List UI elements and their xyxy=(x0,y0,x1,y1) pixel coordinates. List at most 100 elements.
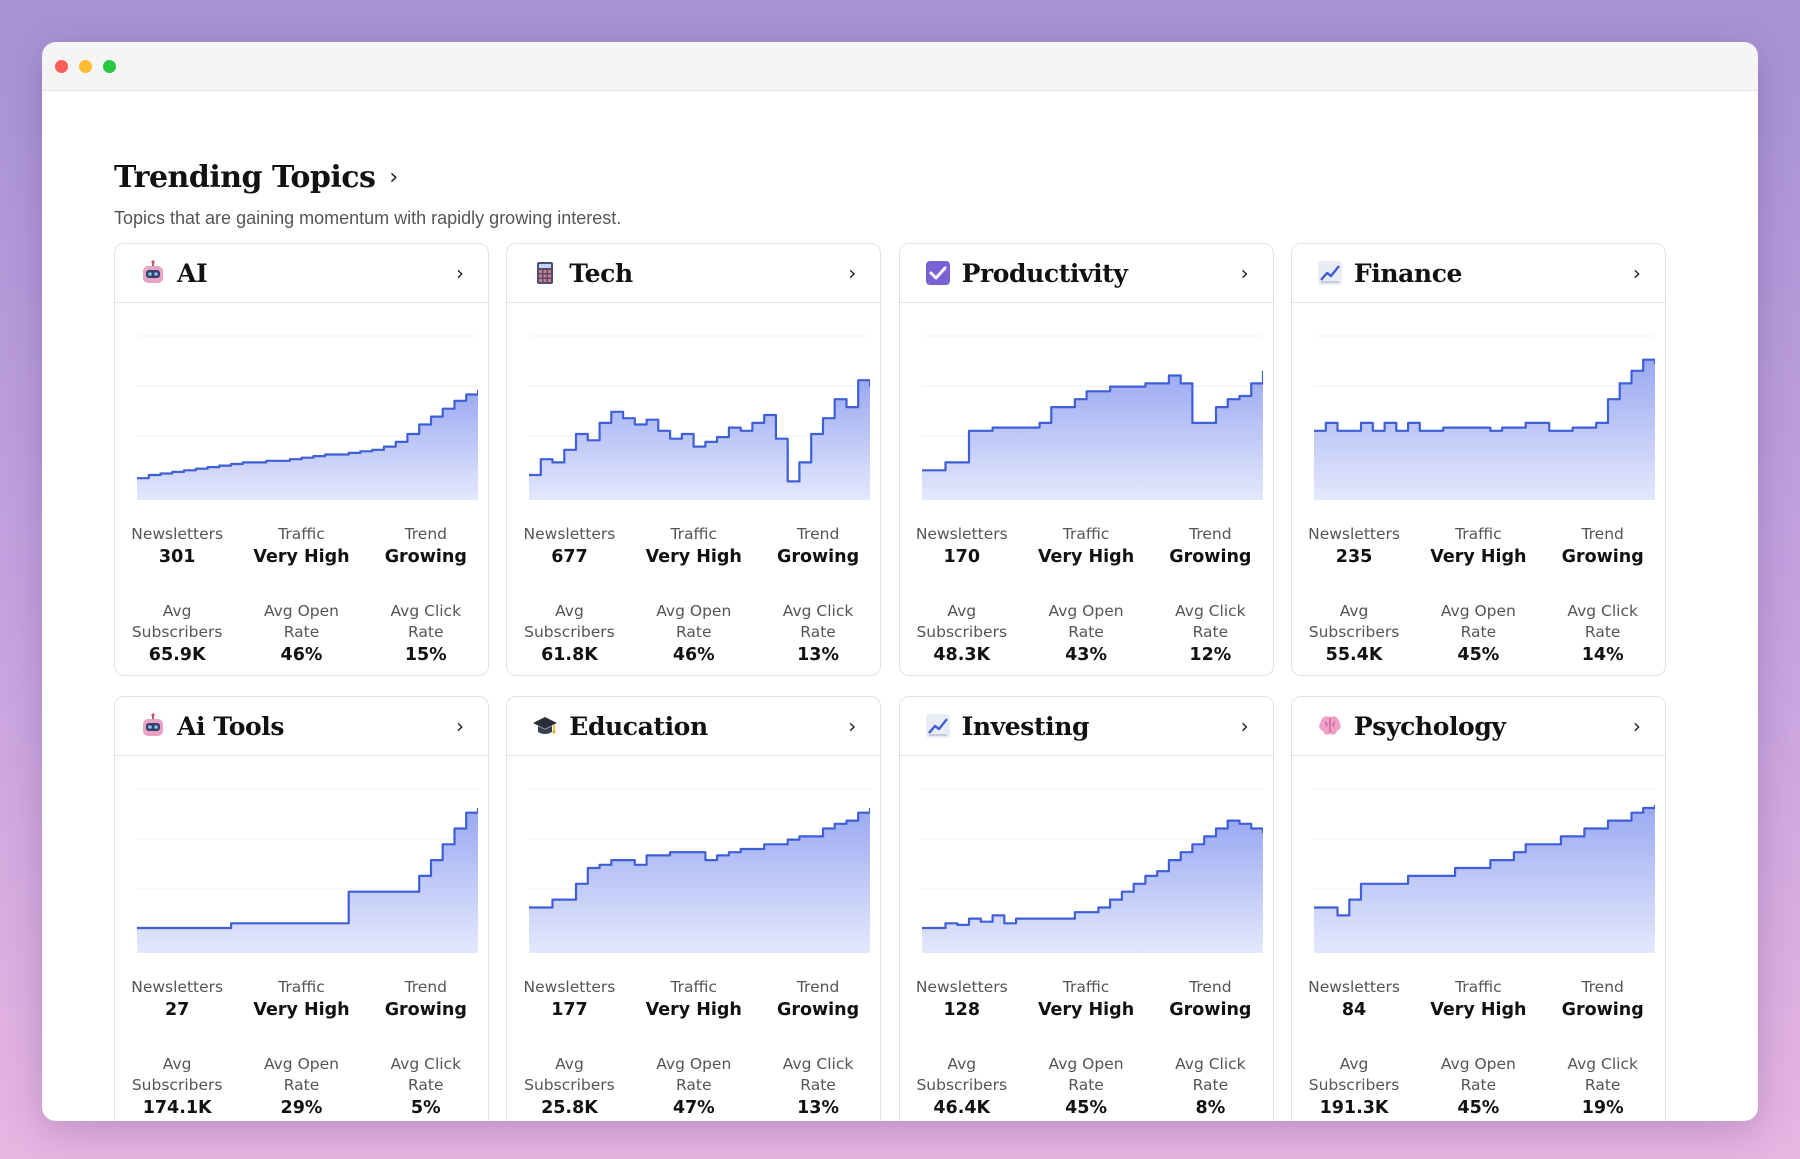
trend-value: Growing xyxy=(1561,1000,1644,1020)
topic-card-ai-tools[interactable]: Ai Tools › Newsletters 27 Traffic Very H… xyxy=(114,696,489,1121)
chevron-right-icon[interactable]: › xyxy=(1240,261,1249,285)
topic-card-header[interactable]: Finance › xyxy=(1291,244,1665,303)
chevron-right-icon[interactable]: › xyxy=(1632,261,1641,285)
chevron-right-icon[interactable]: › xyxy=(848,261,857,285)
topic-card-productivity[interactable]: Productivity › Newsletters 170 Traffic V… xyxy=(898,243,1274,676)
avg-subscribers-value: 65.9K xyxy=(148,645,206,665)
topic-card-header[interactable]: Productivity › xyxy=(899,244,1273,303)
newsletters-value: 301 xyxy=(158,547,196,567)
topic-card-header[interactable]: AI › xyxy=(115,244,488,303)
chart-up-icon xyxy=(924,712,952,740)
traffic-stat: Traffic Very High xyxy=(632,977,756,1020)
newsletters-label: Newsletters xyxy=(523,978,616,996)
avg-open-rate-label: Avg Open Rate xyxy=(1048,1055,1124,1094)
traffic-value: Very High xyxy=(1430,1000,1527,1020)
close-window-button[interactable] xyxy=(55,60,68,73)
avg-click-rate-stat: Avg Click Rate 8% xyxy=(1148,1054,1272,1118)
newsletters-stat: Newsletters 677 xyxy=(507,524,631,567)
avg-click-rate-label: Avg Click Rate xyxy=(1175,602,1246,641)
robot-icon xyxy=(139,259,167,287)
topic-title: AI xyxy=(177,258,208,288)
topic-card-education[interactable]: Education › Newsletters 177 Traffic Very… xyxy=(506,696,882,1121)
topic-card-ai[interactable]: AI › Newsletters 301 Traffic Very High T… xyxy=(114,243,489,676)
chart-series-line xyxy=(529,379,871,483)
avg-click-rate-stat: Avg Click Rate 15% xyxy=(364,601,488,665)
avg-click-rate-value: 15% xyxy=(404,645,447,665)
topic-card-header[interactable]: Psychology › xyxy=(1291,697,1665,756)
trend-chart-svg xyxy=(1313,335,1655,500)
traffic-label: Traffic xyxy=(670,525,718,543)
newsletters-value: 84 xyxy=(1341,1000,1367,1020)
chevron-right-icon[interactable]: › xyxy=(1240,714,1249,738)
topic-title: Education xyxy=(569,711,708,741)
newsletters-value: 677 xyxy=(551,547,588,567)
avg-click-rate-label: Avg Click Rate xyxy=(782,602,854,641)
newsletters-label: Newsletters xyxy=(915,525,1008,543)
trend-label: Trend xyxy=(1581,525,1624,543)
avg-subscribers-value: 61.8K xyxy=(541,645,598,665)
avg-open-rate-label: Avg Open Rate xyxy=(1440,602,1516,641)
trend-stat: Trend Growing xyxy=(1148,977,1272,1020)
avg-click-rate-stat: Avg Click Rate 19% xyxy=(1541,1054,1665,1118)
chart-area xyxy=(529,808,871,953)
trend-value: Growing xyxy=(776,1000,860,1020)
traffic-value: Very High xyxy=(253,1000,350,1020)
traffic-label: Traffic xyxy=(1062,978,1110,996)
topic-card-header[interactable]: Investing › xyxy=(899,697,1273,756)
trend-label: Trend xyxy=(1189,525,1232,543)
avg-click-rate-value: 8% xyxy=(1195,1098,1226,1118)
trend-value: Growing xyxy=(384,547,467,567)
avg-open-rate-value: 29% xyxy=(280,1098,323,1118)
traffic-stat: Traffic Very High xyxy=(1416,977,1540,1020)
page-title: Trending Topics xyxy=(114,160,376,195)
traffic-label: Traffic xyxy=(278,978,325,996)
topic-trend-chart xyxy=(1313,777,1655,953)
avg-click-rate-value: 19% xyxy=(1581,1098,1624,1118)
chevron-right-icon[interactable]: › xyxy=(1632,714,1641,738)
avg-click-rate-value: 5% xyxy=(410,1098,441,1118)
trending-topics-heading[interactable]: Trending Topics › xyxy=(114,160,398,195)
trend-chart-svg xyxy=(921,335,1263,500)
chart-series-line xyxy=(1313,804,1655,917)
avg-subscribers-value: 55.4K xyxy=(1325,645,1383,665)
topic-card-finance[interactable]: Finance › Newsletters 235 Traffic Very H… xyxy=(1290,243,1666,676)
avg-click-rate-label: Avg Click Rate xyxy=(390,602,462,641)
minimize-window-button[interactable] xyxy=(79,60,92,73)
trend-chart-svg xyxy=(137,335,478,500)
avg-click-rate-value: 14% xyxy=(1581,645,1624,665)
chevron-right-icon[interactable]: › xyxy=(848,714,857,738)
topic-card-tech[interactable]: Tech › Newsletters 677 Traffic Very High… xyxy=(506,243,882,676)
chart-area xyxy=(1313,804,1655,953)
avg-open-rate-stat: Avg Open Rate 45% xyxy=(1416,601,1540,665)
avg-click-rate-label: Avg Click Rate xyxy=(390,1055,462,1094)
avg-click-rate-stat: Avg Click Rate 14% xyxy=(1541,601,1665,665)
topic-card-header[interactable]: Tech › xyxy=(507,244,881,303)
traffic-label: Traffic xyxy=(278,525,325,543)
topic-stats: Newsletters 235 Traffic Very High Trend … xyxy=(1292,524,1665,665)
trend-label: Trend xyxy=(1189,978,1232,996)
chevron-right-icon[interactable]: › xyxy=(456,261,464,285)
avg-click-rate-label: Avg Click Rate xyxy=(1567,1055,1638,1094)
avg-click-rate-stat: Avg Click Rate 12% xyxy=(1148,601,1272,665)
avg-open-rate-stat: Avg Open Rate 45% xyxy=(1416,1054,1540,1118)
topic-card-header[interactable]: Education › xyxy=(507,697,881,756)
topic-card-psychology[interactable]: Psychology › Newsletters 84 Traffic Very… xyxy=(1290,696,1666,1121)
topic-stats: Newsletters 177 Traffic Very High Trend … xyxy=(507,977,880,1118)
topic-stats: Newsletters 84 Traffic Very High Trend G… xyxy=(1292,977,1665,1118)
avg-subscribers-label: Avg Subscribers xyxy=(1308,602,1400,641)
topic-card-investing[interactable]: Investing › Newsletters 128 Traffic Very… xyxy=(898,696,1274,1121)
maximize-window-button[interactable] xyxy=(103,60,116,73)
topic-title: Psychology xyxy=(1353,711,1506,741)
trend-stat: Trend Growing xyxy=(364,977,488,1020)
chevron-right-icon[interactable]: › xyxy=(456,714,464,738)
trend-chart-svg xyxy=(529,335,871,500)
traffic-value: Very High xyxy=(1037,547,1135,567)
avg-click-rate-label: Avg Click Rate xyxy=(1175,1055,1246,1094)
traffic-stat: Traffic Very High xyxy=(632,524,756,567)
chevron-right-icon: › xyxy=(389,165,398,190)
window-titlebar xyxy=(42,42,1758,91)
newsletters-value: 170 xyxy=(943,547,981,567)
avg-open-rate-label: Avg Open Rate xyxy=(263,1055,339,1094)
chart-up-icon xyxy=(1316,259,1344,287)
topic-card-header[interactable]: Ai Tools › xyxy=(115,697,488,756)
